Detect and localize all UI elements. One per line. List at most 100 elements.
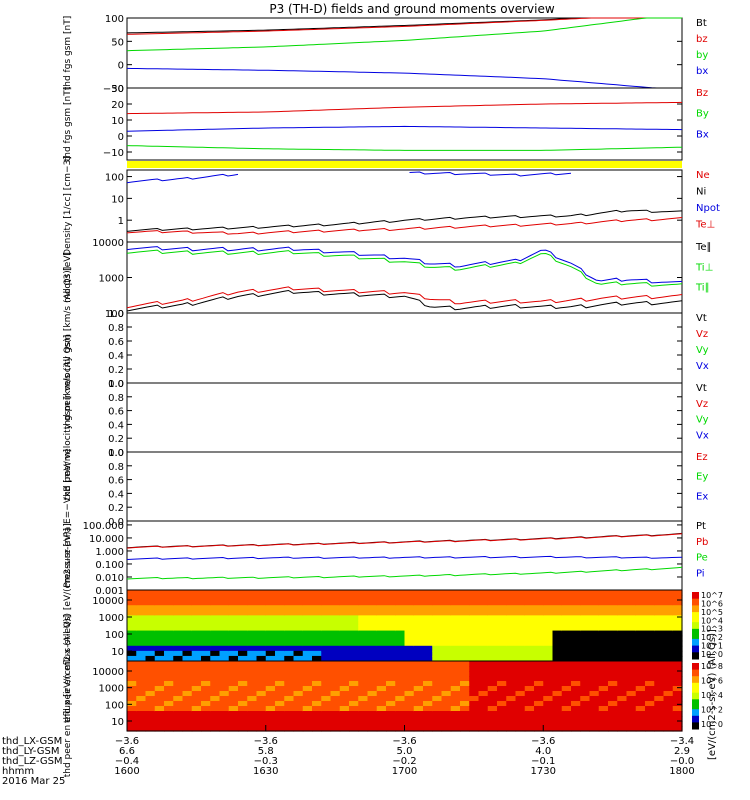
heatmap-cell (413, 645, 424, 652)
heatmap-cell (561, 701, 572, 707)
heatmap-cell (441, 640, 452, 647)
heatmap-cell (580, 595, 591, 601)
heatmap-cell (524, 595, 535, 601)
colorbar-tick-label: 10^0 (701, 720, 723, 729)
heatmap-cell (349, 645, 359, 652)
heatmap-cell (561, 721, 572, 727)
heatmap-cell (571, 650, 581, 657)
heatmap-cell (265, 645, 276, 652)
heatmap-cell (302, 625, 313, 632)
heatmap-cell (552, 671, 563, 677)
heatmap-cell (543, 630, 554, 637)
heatmap-cell (441, 701, 452, 707)
heatmap-cell (228, 696, 239, 702)
heatmap-cell (617, 696, 628, 702)
heatmap-cell (672, 706, 683, 712)
colorbar-swatch (692, 652, 699, 657)
heatmap-cell (275, 706, 285, 712)
heatmap-cell (635, 625, 646, 632)
heatmap-cell (349, 650, 359, 657)
heatmap-cell (515, 686, 526, 692)
heatmap-cell (256, 671, 267, 677)
heatmap-cell (515, 676, 526, 682)
heatmap-cell (561, 716, 572, 722)
y-tick-label: 1 (118, 216, 124, 227)
heatmap-cell (635, 706, 646, 712)
heatmap-cell (423, 655, 433, 662)
heatmap-cell (386, 661, 396, 667)
heatmap-cell (376, 610, 387, 616)
heatmap-cell (571, 640, 581, 647)
heatmap-cell (201, 706, 211, 712)
heatmap-cell (645, 615, 655, 622)
heatmap-cell (635, 691, 646, 697)
heatmap-cell (432, 615, 443, 622)
heatmap-cell (136, 691, 147, 697)
heatmap-cell (154, 615, 165, 622)
heatmap-cell (386, 706, 396, 712)
heatmap-cell (127, 625, 137, 632)
heatmap-cell (349, 635, 359, 642)
heatmap-cell (219, 625, 230, 632)
heatmap-cell (173, 605, 184, 611)
heatmap-cell (487, 645, 498, 652)
heatmap-cell (145, 721, 156, 727)
y-axis-label: moqt3 [eV] (63, 252, 73, 303)
heatmap-cell (191, 605, 202, 611)
heatmap-cell (672, 671, 683, 677)
heatmap-cell (617, 650, 628, 657)
heatmap-cell (386, 696, 396, 702)
heatmap-cell (626, 721, 637, 727)
heatmap-cell (598, 716, 609, 722)
heatmap-cell (386, 600, 396, 606)
heatmap-cell (376, 635, 387, 642)
heatmap-cell (376, 671, 387, 677)
heatmap-cell (617, 691, 628, 697)
heatmap-cell (413, 610, 424, 616)
heatmap-cell (339, 681, 350, 687)
heatmap-cell (284, 615, 295, 622)
heatmap-cell (154, 635, 165, 642)
heatmap-cell (423, 610, 433, 616)
heatmap-cell (386, 615, 396, 622)
heatmap-cell (376, 676, 387, 682)
heatmap-cell (201, 716, 211, 722)
heatmap-cell (127, 590, 137, 596)
heatmap-cell (127, 650, 137, 657)
heatmap-cell (524, 701, 535, 707)
heatmap-cell (654, 706, 665, 712)
heatmap-cell (635, 650, 646, 657)
heatmap-cell (219, 655, 230, 662)
heatmap-cell (571, 661, 581, 667)
colorbar-swatch (692, 648, 699, 653)
heatmap-cell (247, 681, 258, 687)
heatmap-cell (136, 716, 147, 722)
heatmap-cell (312, 615, 322, 622)
heatmap-cell (210, 605, 221, 611)
heatmap-cell (543, 696, 554, 702)
x-tick-label: 1730 (531, 766, 556, 777)
heatmap-cell (534, 640, 544, 647)
heatmap-cell (635, 726, 646, 732)
colorbar (692, 592, 699, 660)
heatmap-cell (552, 605, 563, 611)
heatmap-cell (608, 640, 618, 647)
heatmap-cell (349, 605, 359, 611)
heatmap-cell (598, 696, 609, 702)
heatmap-cell (256, 650, 267, 657)
heatmap-cell (497, 620, 507, 627)
heatmap-cell (145, 645, 156, 652)
heatmap-cell (561, 655, 572, 662)
y-axis-label: thd peir velocity gsm [km/s (All Qs)] (63, 267, 73, 430)
heatmap-cell (432, 625, 443, 632)
heatmap-cell (395, 721, 406, 727)
heatmap-cell (228, 600, 239, 606)
y-tick-label: 10.000 (89, 534, 124, 545)
heatmap-cell (515, 716, 526, 722)
heatmap-cell (275, 716, 285, 722)
heatmap-cell (312, 726, 322, 732)
heatmap-cell (395, 696, 406, 702)
heatmap-cell (201, 691, 211, 697)
heatmap-cell (404, 696, 415, 702)
heatmap-cell (460, 610, 470, 616)
